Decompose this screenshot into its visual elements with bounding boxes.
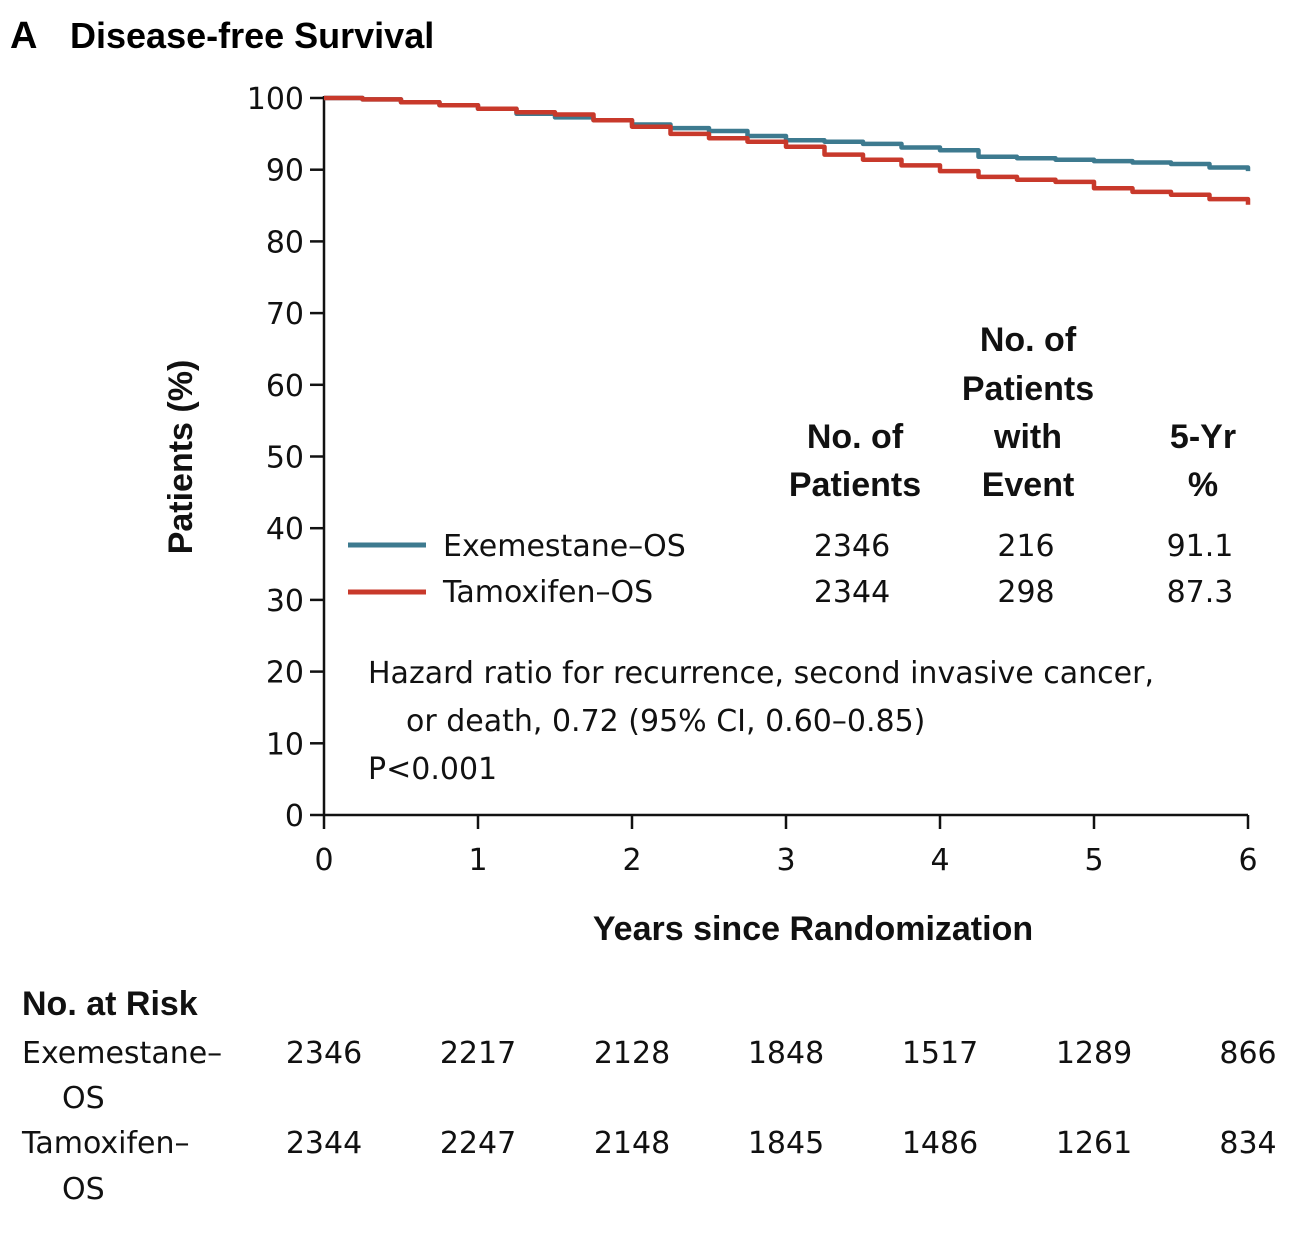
at-risk-value: 866: [1219, 1036, 1276, 1071]
y-tick-label: 60: [266, 369, 304, 404]
at-risk-label-exemestane-line2: OS: [62, 1081, 105, 1116]
at-risk-value: 1517: [902, 1036, 978, 1071]
x-tick-label: 4: [930, 843, 949, 878]
y-tick-label: 100: [247, 82, 304, 117]
at-risk-value: 1845: [748, 1126, 824, 1161]
axes: 0 10 20 30 40 50 60 70 80 90 100 0 1 2 3 4 5 6: [247, 82, 1258, 878]
y-tick-label: 30: [266, 584, 304, 619]
series-line-tamoxifen: [324, 95, 1251, 205]
header-patients-line1: No. of: [807, 418, 904, 456]
x-tick-label: 6: [1238, 843, 1257, 878]
at-risk-value: 834: [1219, 1126, 1276, 1161]
series-line-exemestane: [324, 95, 1251, 172]
at-risk-value: 1848: [748, 1036, 824, 1071]
y-tick-label: 80: [266, 225, 304, 260]
y-tick-label: 90: [266, 154, 304, 189]
legend-5yr-tamoxifen: 87.3: [1167, 575, 1234, 610]
at-risk-value: 2346: [286, 1036, 362, 1071]
header-5yr-line1: 5-Yr: [1170, 418, 1236, 456]
y-tick-label: 20: [266, 656, 304, 691]
legend-5yr-exemestane: 91.1: [1167, 529, 1234, 564]
at-risk-value: 2217: [440, 1036, 516, 1071]
y-tick-label: 10: [266, 727, 304, 762]
x-tick-label: 3: [776, 843, 795, 878]
x-tick-label: 5: [1084, 843, 1103, 878]
legend-table: No. of Patients No. of Patients with Eve…: [348, 321, 1236, 610]
at-risk-title: No. at Risk: [22, 985, 198, 1023]
y-tick-label: 50: [266, 441, 304, 476]
header-events-line1: No. of: [980, 321, 1077, 359]
legend-patients-tamoxifen: 2344: [814, 575, 890, 610]
at-risk-value: 1289: [1056, 1036, 1132, 1071]
y-tick-label: 70: [266, 297, 304, 332]
at-risk-label-exemestane-line1: Exemestane–: [22, 1036, 222, 1071]
at-risk-value: 2247: [440, 1126, 516, 1161]
at-risk-label-tamoxifen-line2: OS: [62, 1172, 105, 1207]
legend-events-exemestane: 216: [997, 529, 1054, 564]
at-risk-value: 2128: [594, 1036, 670, 1071]
legend-patients-exemestane: 2346: [814, 529, 890, 564]
y-axis-title: Patients (%): [162, 360, 200, 555]
header-5yr-line2: %: [1188, 466, 1218, 504]
at-risk-label-tamoxifen-line1: Tamoxifen–: [21, 1126, 190, 1161]
annotation-line2: or death, 0.72 (95% CI, 0.60–0.85): [406, 704, 925, 739]
header-events-line2: Patients: [962, 370, 1094, 408]
header-events-line4: Event: [982, 466, 1075, 504]
x-tick-label: 2: [622, 843, 641, 878]
x-tick-label: 0: [314, 843, 333, 878]
chart-title: Disease-free Survival: [70, 15, 434, 56]
at-risk-value: 2344: [286, 1126, 362, 1161]
at-risk-value: 2148: [594, 1126, 670, 1161]
header-patients-line2: Patients: [789, 466, 921, 504]
at-risk-value: 1486: [902, 1126, 978, 1161]
at-risk-values: 2346 2217 2128 1848 1517 1289 866 2344 2247 2148 1…: [286, 1036, 1277, 1161]
x-tick-label: 1: [468, 843, 487, 878]
annotation-line1: Hazard ratio for recurrence, second inva…: [368, 656, 1154, 691]
annotation-pvalue: P<0.001: [368, 752, 497, 787]
panel-letter: A: [10, 15, 37, 57]
legend-events-tamoxifen: 298: [997, 575, 1054, 610]
y-tick-label: 0: [285, 799, 304, 834]
at-risk-value: 1261: [1056, 1126, 1132, 1161]
x-axis-title: Years since Randomization: [593, 910, 1033, 948]
header-events-line3: with: [993, 418, 1062, 456]
y-tick-label: 40: [266, 512, 304, 547]
legend-label-exemestane: Exemestane–OS: [443, 529, 686, 564]
series-lines: [324, 95, 1251, 205]
legend-label-tamoxifen: Tamoxifen–OS: [442, 575, 653, 610]
